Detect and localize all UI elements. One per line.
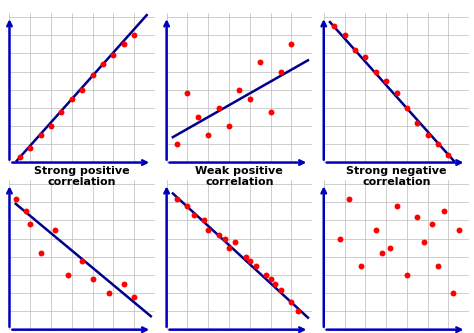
Point	[47, 124, 55, 129]
Text: Strong negative
correlation: Strong negative correlation	[346, 166, 447, 187]
Point	[120, 42, 128, 47]
Point	[378, 250, 386, 256]
Point	[252, 263, 260, 269]
Point	[194, 114, 201, 120]
Point	[51, 227, 59, 232]
Point	[183, 91, 191, 96]
Point	[99, 62, 107, 67]
Point	[37, 133, 45, 138]
Point	[434, 263, 442, 269]
Point	[372, 69, 380, 74]
Point	[330, 23, 338, 29]
Point	[440, 209, 448, 214]
Point	[455, 227, 463, 232]
Point	[78, 258, 86, 263]
Point	[263, 272, 270, 278]
Point	[225, 124, 233, 129]
Point	[105, 291, 113, 296]
Point	[16, 155, 24, 160]
Point	[383, 78, 390, 83]
Point	[393, 91, 401, 96]
Point	[215, 232, 222, 238]
Point	[434, 142, 442, 147]
Point	[242, 254, 249, 259]
Point	[130, 294, 138, 300]
Point	[246, 258, 254, 263]
Point	[27, 145, 34, 151]
Point	[246, 96, 254, 102]
Point	[428, 221, 436, 227]
Point	[204, 227, 212, 232]
Point	[68, 96, 76, 102]
Point	[204, 133, 212, 138]
Point	[267, 276, 274, 281]
Point	[231, 240, 239, 245]
Point	[12, 196, 19, 201]
Point	[190, 212, 198, 218]
Text: Weak positive
correlation: Weak positive correlation	[195, 166, 283, 187]
Point	[200, 218, 208, 223]
Point	[357, 263, 365, 269]
Point	[351, 47, 359, 52]
Point	[221, 236, 228, 241]
Point	[403, 105, 410, 111]
Point	[89, 276, 96, 281]
Point	[345, 196, 353, 201]
Point	[64, 272, 72, 278]
Point	[424, 133, 431, 138]
Point	[173, 142, 181, 147]
Point	[109, 53, 117, 58]
Point	[449, 291, 456, 296]
Point	[130, 33, 138, 38]
Point	[271, 281, 279, 287]
Point	[288, 300, 295, 305]
Point	[445, 153, 452, 158]
Point	[362, 54, 369, 60]
Point	[420, 240, 428, 245]
Point	[236, 87, 243, 93]
Point	[183, 203, 191, 208]
Point	[215, 105, 222, 111]
Point	[27, 221, 34, 227]
Point	[37, 250, 45, 256]
Point	[173, 196, 181, 201]
Point	[341, 33, 348, 38]
Point	[413, 214, 421, 219]
Point	[413, 120, 421, 125]
Point	[372, 227, 380, 232]
Point	[337, 236, 344, 241]
Point	[393, 203, 401, 208]
Text: Strong positive
correlation: Strong positive correlation	[35, 166, 130, 187]
Point	[58, 109, 65, 114]
Point	[277, 287, 285, 292]
Point	[267, 109, 274, 114]
Point	[277, 69, 285, 74]
Point	[225, 245, 233, 250]
Point	[78, 87, 86, 93]
Point	[120, 281, 128, 287]
Point	[294, 309, 301, 314]
Point	[256, 60, 264, 65]
Point	[403, 272, 410, 278]
Point	[288, 42, 295, 47]
Point	[386, 245, 394, 250]
Point	[89, 73, 96, 78]
Point	[22, 209, 30, 214]
